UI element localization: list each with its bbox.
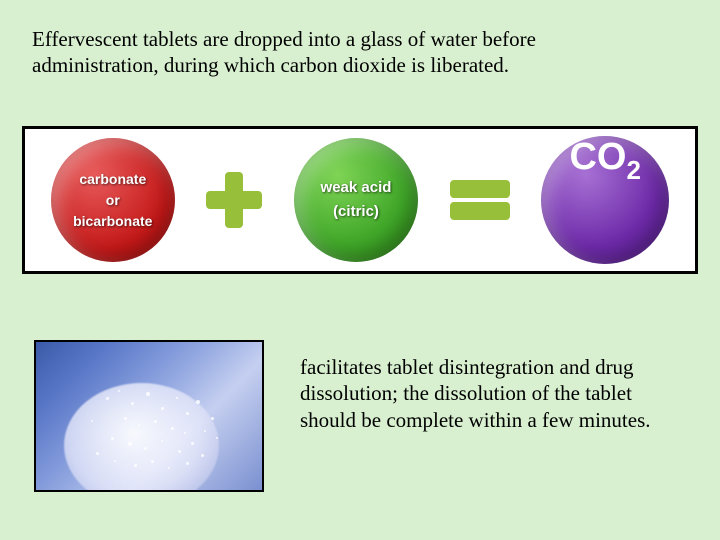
equals-icon — [450, 176, 510, 224]
acid-label-1: weak acid — [321, 176, 392, 200]
co2-main: CO — [569, 136, 626, 179]
plus-icon — [206, 172, 262, 228]
bubbles-overlay — [36, 342, 262, 490]
co2-circle: CO2 — [541, 136, 669, 264]
intro-paragraph: Effervescent tablets are dropped into a … — [32, 26, 660, 79]
carbonate-circle: carbonate or bicarbonate — [51, 138, 175, 262]
reaction-diagram: carbonate or bicarbonate weak acid (citr… — [22, 126, 698, 274]
carbonate-label-1: carbonate — [79, 169, 146, 190]
co2-sub: 2 — [626, 155, 640, 186]
carbonate-label-3: bicarbonate — [73, 211, 152, 232]
effervescent-photo — [34, 340, 264, 492]
carbonate-label-2: or — [106, 190, 120, 211]
result-paragraph: facilitates tablet disintegration and dr… — [300, 354, 672, 433]
weak-acid-circle: weak acid (citric) — [294, 138, 418, 262]
acid-label-2: (citric) — [333, 200, 379, 224]
